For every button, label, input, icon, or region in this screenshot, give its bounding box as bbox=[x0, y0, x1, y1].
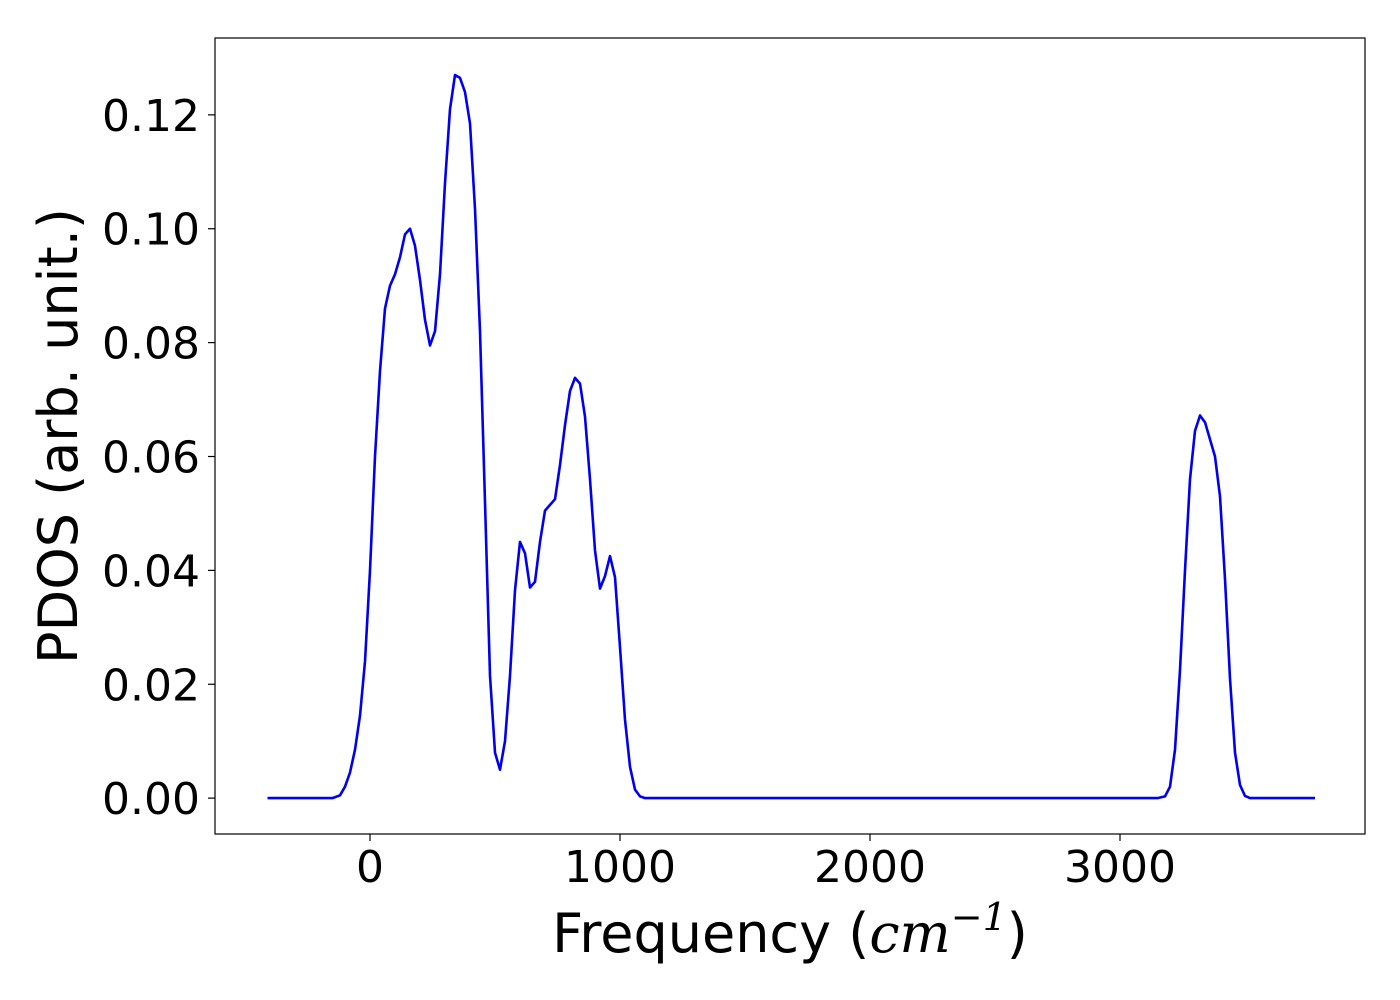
pdos-series-line bbox=[267, 73, 1315, 800]
y-axis-label: PDOS (arb. unit.) bbox=[27, 208, 90, 664]
x-axis-unit-exponent: −1 bbox=[951, 895, 1007, 939]
y-tick-label: 0.06 bbox=[102, 432, 200, 483]
x-axis-label: Frequency (cm−1) bbox=[552, 895, 1028, 965]
x-tick-label: 3000 bbox=[1064, 842, 1176, 893]
x-tick-label: 0 bbox=[356, 842, 384, 893]
x-tick-label: 1000 bbox=[564, 842, 676, 893]
plot-frame bbox=[214, 37, 1366, 835]
x-axis-label-text: Frequency bbox=[552, 902, 831, 965]
x-axis-unit-base: cm bbox=[869, 902, 950, 965]
y-tick-label: 0.08 bbox=[102, 319, 200, 370]
x-tick-label: 2000 bbox=[814, 842, 926, 893]
y-tick-label: 0.00 bbox=[102, 774, 200, 825]
y-tick-label: 0.02 bbox=[102, 660, 200, 711]
y-axis-ticks: 0.00 0.02 0.04 0.06 0.08 0.10 0.12 bbox=[102, 91, 215, 825]
series-layer bbox=[267, 73, 1315, 800]
y-tick-label: 0.10 bbox=[102, 205, 200, 256]
y-tick-label: 0.12 bbox=[102, 91, 200, 142]
y-tick-label: 0.04 bbox=[102, 546, 200, 597]
x-axis-ticks: 0 1000 2000 3000 bbox=[356, 834, 1176, 893]
